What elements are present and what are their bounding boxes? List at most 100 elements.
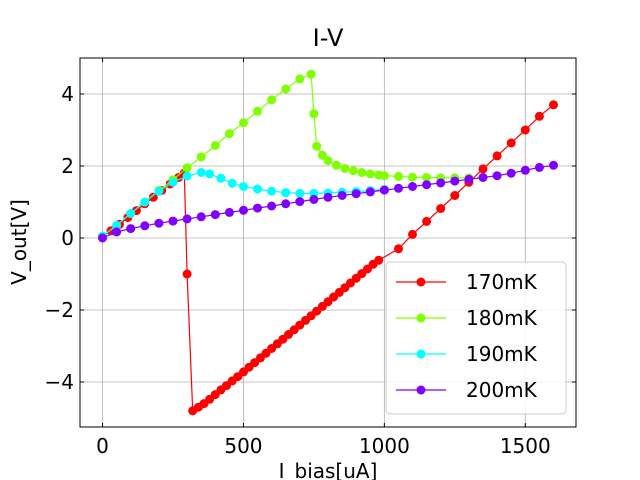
- data-point: [464, 174, 474, 184]
- data-point: [408, 172, 417, 182]
- data-point: [506, 168, 516, 178]
- legend: 170mK 180mK 190mK 200mK: [385, 261, 567, 415]
- data-point: [239, 118, 248, 128]
- data-point: [534, 162, 544, 172]
- data-point: [306, 69, 316, 79]
- legend-label: 190mK: [466, 342, 538, 366]
- legend-marker: [416, 313, 426, 323]
- data-point: [140, 221, 150, 231]
- data-point: [205, 169, 215, 179]
- data-point: [112, 227, 122, 237]
- data-point: [148, 192, 158, 202]
- data-point: [337, 191, 347, 200]
- ticks: 0 500 1000 1500 −4 −2 0 2 4: [45, 58, 576, 458]
- series-190mK: [98, 168, 389, 241]
- data-point: [436, 204, 446, 213]
- x-axis-label: I_bias[uA]: [279, 459, 378, 480]
- data-point: [112, 220, 122, 230]
- data-point: [281, 84, 291, 94]
- x-tick-label: 0: [96, 434, 109, 458]
- data-point: [478, 164, 488, 174]
- data-point: [365, 187, 375, 197]
- legend-marker: [416, 385, 426, 395]
- y-tick-label: 0: [61, 226, 74, 250]
- data-point: [323, 156, 333, 166]
- data-point: [126, 209, 136, 218]
- data-point: [267, 201, 277, 211]
- y-tick-label: −4: [45, 370, 74, 394]
- series-line: [102, 171, 385, 237]
- series-group: [98, 69, 558, 416]
- legend-box: [385, 261, 567, 415]
- data-point: [216, 173, 226, 183]
- data-point: [549, 100, 558, 110]
- data-point: [520, 165, 530, 175]
- data-point: [422, 216, 432, 226]
- data-point: [239, 182, 248, 191]
- data-point: [379, 171, 389, 181]
- series-200mK: [98, 160, 558, 243]
- data-point: [379, 185, 389, 195]
- plot-frame: [79, 57, 577, 428]
- data-point: [281, 199, 291, 209]
- data-point: [394, 244, 403, 254]
- legend-label: 170mK: [466, 270, 538, 294]
- data-point: [295, 74, 305, 84]
- y-tick-label: 4: [61, 82, 74, 106]
- x-tick-label: 1000: [359, 434, 410, 458]
- data-point: [394, 183, 403, 193]
- data-point: [436, 178, 446, 188]
- data-point: [506, 138, 516, 148]
- data-point: [317, 150, 327, 160]
- data-point: [253, 184, 262, 194]
- data-point: [295, 197, 305, 207]
- data-point: [98, 233, 107, 243]
- x-tick-label: 500: [224, 434, 262, 458]
- x-tick-label: 1500: [500, 434, 551, 458]
- data-point: [520, 125, 530, 135]
- data-point: [210, 141, 220, 150]
- data-point: [253, 203, 262, 213]
- data-point: [154, 218, 164, 228]
- data-point: [182, 269, 192, 279]
- legend-label: 200mK: [466, 378, 538, 402]
- data-point: [450, 191, 460, 200]
- legend-marker: [416, 277, 426, 287]
- data-point: [340, 164, 350, 173]
- data-point: [309, 195, 319, 204]
- data-point: [224, 207, 234, 217]
- data-point: [196, 152, 206, 162]
- data-point: [478, 173, 488, 182]
- series-170mK: [98, 100, 558, 416]
- data-point: [168, 216, 178, 226]
- data-point: [422, 180, 432, 190]
- data-point: [309, 109, 319, 119]
- data-point: [154, 186, 164, 196]
- y-tick-label: −2: [45, 298, 74, 322]
- data-point: [182, 171, 192, 181]
- data-point: [348, 166, 358, 176]
- data-point: [168, 177, 178, 187]
- data-point: [267, 95, 277, 105]
- data-point: [408, 229, 417, 239]
- data-point: [267, 186, 277, 196]
- y-axis-label: V_out[V]: [7, 199, 31, 285]
- data-point: [196, 212, 206, 222]
- data-point: [365, 169, 375, 179]
- data-point: [394, 171, 403, 181]
- data-point: [351, 189, 361, 199]
- data-point: [492, 151, 502, 161]
- data-point: [312, 141, 322, 151]
- data-point: [210, 210, 220, 220]
- data-point: [323, 192, 333, 202]
- data-point: [182, 214, 192, 224]
- data-point: [140, 197, 150, 207]
- data-point: [357, 168, 367, 177]
- data-point: [224, 129, 234, 139]
- data-point: [295, 188, 305, 198]
- data-point: [374, 255, 384, 265]
- data-point: [126, 224, 136, 234]
- data-point: [422, 173, 432, 182]
- data-point: [196, 168, 206, 177]
